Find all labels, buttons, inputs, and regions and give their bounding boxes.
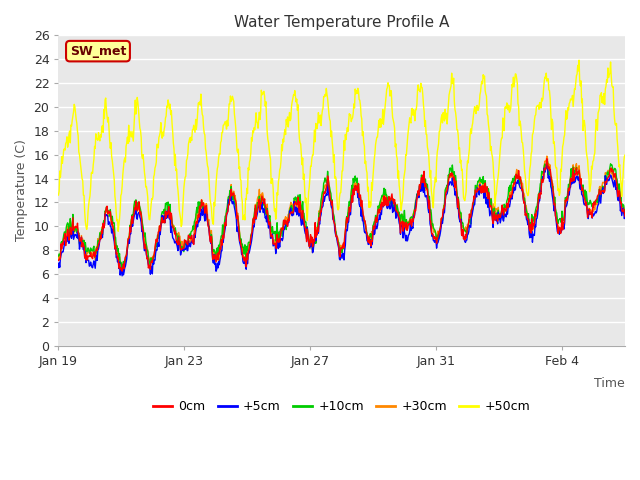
Legend: 0cm, +5cm, +10cm, +30cm, +50cm: 0cm, +5cm, +10cm, +30cm, +50cm [148, 396, 535, 418]
Text: Time: Time [595, 377, 625, 390]
Y-axis label: Temperature (C): Temperature (C) [15, 140, 28, 241]
Title: Water Temperature Profile A: Water Temperature Profile A [234, 15, 449, 30]
Text: SW_met: SW_met [70, 45, 126, 58]
